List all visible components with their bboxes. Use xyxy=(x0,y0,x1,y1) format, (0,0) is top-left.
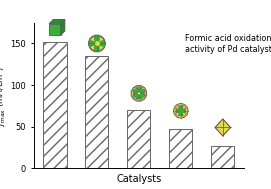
Polygon shape xyxy=(133,90,138,96)
Circle shape xyxy=(88,35,105,52)
Polygon shape xyxy=(133,86,138,91)
Bar xyxy=(85,56,108,168)
Polygon shape xyxy=(179,112,183,116)
Polygon shape xyxy=(140,90,144,96)
Polygon shape xyxy=(215,119,231,136)
Polygon shape xyxy=(183,105,187,109)
Polygon shape xyxy=(49,19,65,24)
Polygon shape xyxy=(136,96,142,100)
Polygon shape xyxy=(140,96,145,101)
Polygon shape xyxy=(133,93,139,99)
Polygon shape xyxy=(138,93,145,99)
X-axis label: Catalysts: Catalysts xyxy=(116,174,162,184)
Bar xyxy=(127,110,150,168)
Polygon shape xyxy=(141,87,147,93)
Polygon shape xyxy=(179,106,183,110)
Polygon shape xyxy=(136,95,142,99)
Polygon shape xyxy=(141,90,146,97)
Polygon shape xyxy=(138,87,145,94)
Bar xyxy=(169,129,192,168)
Polygon shape xyxy=(61,19,65,35)
Polygon shape xyxy=(89,36,95,42)
Polygon shape xyxy=(175,105,179,109)
Polygon shape xyxy=(132,90,136,97)
Polygon shape xyxy=(141,94,147,100)
Polygon shape xyxy=(140,86,145,91)
Text: Formic acid oxidation
activity of Pd catalysts: Formic acid oxidation activity of Pd cat… xyxy=(185,34,271,54)
Polygon shape xyxy=(133,87,139,94)
Polygon shape xyxy=(183,113,187,117)
Bar xyxy=(43,42,66,168)
Bar xyxy=(211,146,234,168)
Polygon shape xyxy=(176,109,180,113)
Polygon shape xyxy=(99,36,104,42)
Polygon shape xyxy=(182,109,186,113)
Polygon shape xyxy=(175,113,179,117)
Polygon shape xyxy=(89,45,95,51)
Polygon shape xyxy=(133,96,138,101)
Polygon shape xyxy=(99,45,104,51)
Polygon shape xyxy=(131,94,137,100)
Y-axis label: $\dot{j}_{\mathrm{max}}$ (mA/cm$^{2}$): $\dot{j}_{\mathrm{max}}$ (mA/cm$^{2}$) xyxy=(0,65,8,126)
Polygon shape xyxy=(131,86,147,101)
Polygon shape xyxy=(136,88,142,92)
Polygon shape xyxy=(131,87,137,93)
Polygon shape xyxy=(173,103,188,118)
Polygon shape xyxy=(49,24,61,35)
Polygon shape xyxy=(136,86,142,91)
